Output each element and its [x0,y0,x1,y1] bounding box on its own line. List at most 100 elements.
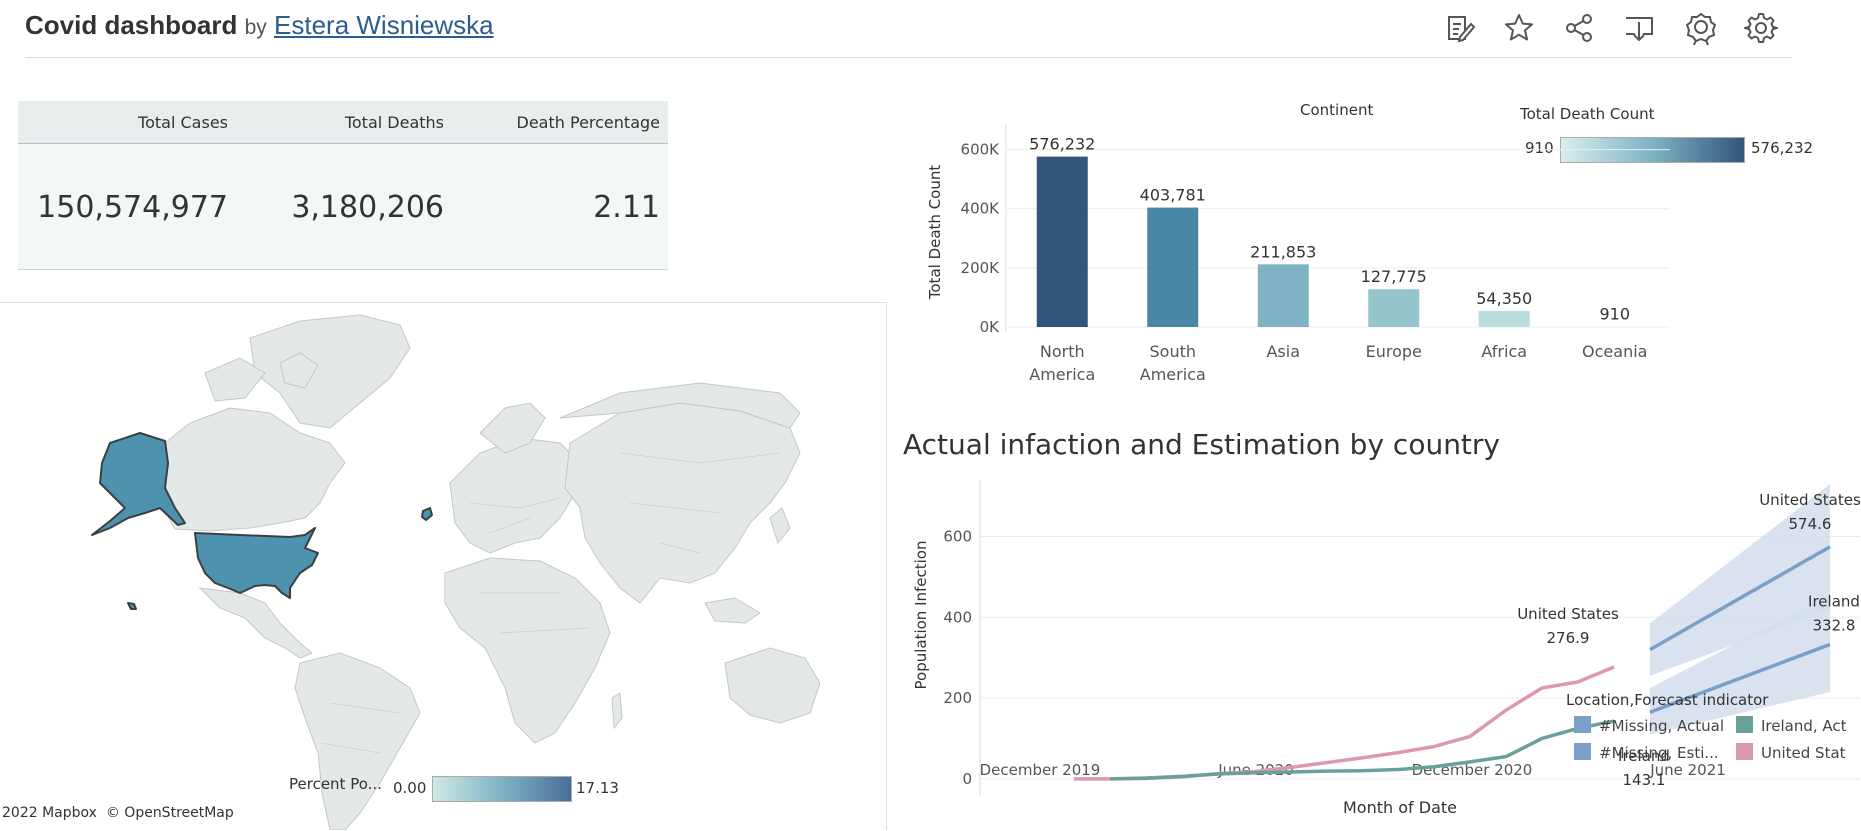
line-annotation-value: 276.9 [1547,629,1590,647]
land-mexico [198,587,313,659]
bar [1257,264,1309,327]
bar-legend-max: 576,232 [1751,139,1814,157]
bar-value-label: 910 [1599,305,1630,324]
line-y-tick-label: 200 [943,689,972,707]
bar-category-label: America [1140,365,1206,384]
legend-swatch [1736,743,1753,760]
line-annotation-name: Ireland [1618,747,1670,765]
line-annotation-value: 143.1 [1623,771,1666,789]
land-canada [159,407,346,532]
legend-swatch [1736,716,1753,733]
map-legend-title: Percent Po... [289,775,382,793]
bar-chart[interactable]: 0K 200K 400K 600K Total Death Count 576,232 No… [900,120,1690,390]
land-australia [724,647,821,724]
actual-line [1109,719,1615,781]
bar-y-tick-label: 0K [980,318,1001,336]
bar-category-label: North [1040,342,1085,361]
map-legend-min: 0.00 [393,779,427,797]
legend-label: Ireland, Act [1761,717,1847,735]
bar-category-label: Asia [1266,342,1300,361]
forecast-band [1650,484,1830,676]
bar-legend-title: Total Death Count [1520,105,1655,123]
forecast-band [1650,595,1830,735]
bar-y-axis-label: Total Death Count [926,165,944,301]
bar-category-label: Africa [1481,342,1527,361]
bar [1478,310,1530,327]
land-africa [444,557,611,744]
line-annotation-name: United States [1517,605,1619,623]
bar-legend-min: 910 [1525,139,1554,157]
bar-category-label: America [1029,365,1095,384]
line-chart-title: Actual infaction and Estimation by count… [903,428,1500,461]
land-asia [564,402,801,604]
kpi-value-total-cases: 150,574,977 [37,190,228,225]
bar-category-label: Europe [1366,342,1422,361]
gear-icon[interactable] [1743,10,1779,46]
line-x-tick-label: June 2021 [1649,761,1726,779]
bar-value-label: 54,350 [1476,289,1532,308]
line-annotation-name: United States [1759,491,1861,509]
by-label: by [244,16,267,39]
line-x-tick-label: December 2020 [1412,761,1533,779]
legend-label: United Stat [1761,744,1846,762]
line-y-tick-label: 600 [943,528,972,546]
legend-swatch [1574,716,1591,733]
bar [1589,326,1641,328]
country-ireland [421,507,433,521]
map-legend-max: 17.13 [576,779,619,797]
line-legend-title: Location,Forecast indicator [1566,691,1769,709]
line-y-axis-label: Population Infection [912,541,930,690]
edit-icon[interactable] [1441,10,1477,46]
bar [1036,156,1088,327]
line-x-tick-label: December 2019 [980,761,1101,779]
world-map-panel[interactable]: Percent Po... 0.00 17.13 2022 Mapbox © O… [0,302,887,830]
bar-y-tick-label: 200K [961,259,1001,277]
author-link[interactable]: Estera Wisniewska [274,10,494,40]
land-south-america [294,652,421,830]
page-title: Covid dashboard [25,10,238,40]
legend-label: #Missing, Actual [1599,717,1724,735]
badge-icon[interactable] [1683,10,1719,46]
kpi-header-death-percentage: Death Percentage [516,113,660,132]
land-europe [449,437,581,554]
bar-value-label: 211,853 [1250,242,1316,261]
land-greenland [249,314,411,429]
world-map[interactable] [0,303,886,830]
line-y-tick-label: 400 [943,608,972,626]
country-hawaii [127,602,137,610]
bar-y-tick-label: 600K [961,141,1001,159]
actual-line [1074,665,1615,781]
bar-value-label: 403,781 [1140,186,1206,205]
line-y-tick-label: 0 [962,770,972,788]
country-usa [194,527,319,599]
star-icon[interactable] [1501,10,1537,46]
line-annotation-value: 574.6 [1789,515,1832,533]
forecast-line [1649,545,1831,652]
bar-chart-title: Continent [1300,101,1374,119]
legend-label: #Missing, Esti... [1599,744,1719,762]
share-icon[interactable] [1561,10,1597,46]
forecast-line [1649,642,1831,714]
bar [1368,289,1420,327]
legend-swatch [1574,743,1591,760]
bar-y-tick-label: 400K [961,200,1001,218]
download-icon[interactable] [1621,10,1657,46]
bar-value-label: 576,232 [1029,135,1095,154]
bar-category-label: Oceania [1582,342,1647,361]
kpi-header-row [18,101,668,144]
line-x-axis-label: Month of Date [1343,798,1457,817]
bar-value-label: 127,775 [1361,267,1427,286]
kpi-header-total-deaths: Total Deaths [344,113,444,132]
map-legend-gradient [432,776,572,802]
header-divider [25,57,1792,58]
line-chart[interactable]: 0 200 400 600 Population Infection December 2… [900,480,1861,831]
bar [1147,207,1199,327]
country-alaska [91,432,186,536]
kpi-value-total-deaths: 3,180,206 [291,190,444,225]
dashboard-title-bar: Covid dashboard by Estera Wisniewska [25,10,494,41]
line-annotation-name: Ireland [1808,592,1860,610]
kpi-value-death-percentage: 2.11 [593,190,660,225]
map-credit: 2022 Mapbox © OpenStreetMap [2,805,234,821]
kpi-header-total-cases: Total Cases [138,113,228,132]
line-annotation-value: 332.8 [1813,616,1856,634]
